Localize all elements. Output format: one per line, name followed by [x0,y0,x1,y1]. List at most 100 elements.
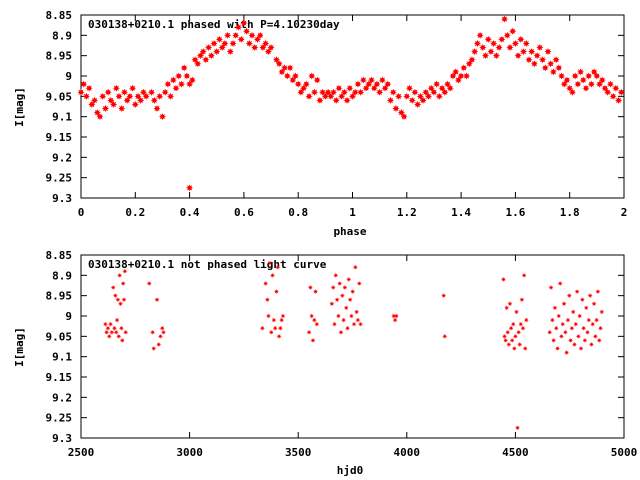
x-tick-label: 2500 [68,446,95,459]
y-tick-label: 8.95 [46,50,73,63]
data-point [511,345,517,352]
data-point [549,68,558,76]
data-point [253,35,262,43]
data-point [416,92,424,100]
data-point [186,184,194,192]
data-point [267,43,275,52]
data-point [367,76,376,84]
data-point [397,109,405,117]
data-point [601,84,609,92]
data-point [237,35,245,43]
data-point [587,293,593,299]
data-point [512,333,518,339]
data-point [333,272,339,278]
data-point [528,48,536,56]
data-point [330,284,336,291]
data-point [392,104,400,113]
data-point [509,337,515,343]
data-point [403,92,411,100]
data-point [506,43,514,52]
data-point [352,264,358,270]
x-tick-label: 2 [621,206,628,219]
data-point [259,43,267,52]
data-point [101,104,110,113]
data-point [408,96,416,104]
data-point [544,48,552,56]
data-point [596,337,602,343]
data-point [93,109,101,117]
data-point [570,309,576,315]
data-point [579,297,585,303]
data-point [286,64,294,72]
data-point [481,52,490,60]
x-tick-label: 0.6 [234,206,254,219]
plot-frame [80,14,625,199]
data-point [597,325,604,331]
data-point [454,76,462,84]
data-point [564,350,570,356]
x-tick-label: 0.2 [125,206,145,219]
data-point [297,88,305,96]
data-point [452,68,460,76]
data-point [147,88,156,96]
y-tick-label: 8.85 [46,249,73,262]
data-point [221,39,229,48]
data-point [562,329,568,335]
data-point [213,48,221,56]
data-point [158,113,167,121]
x-axis-label: hjd0 [337,464,364,477]
data-point [433,80,441,88]
data-point [476,31,484,39]
data-point [609,92,617,100]
data-point [154,297,160,303]
plot-frame [80,254,625,439]
data-point [350,289,356,295]
data-point [240,19,248,27]
data-point [435,92,443,100]
data-point [487,48,495,56]
unphased-light-curve-panel: 030138+0210.1 not phased light curve hjd… [13,249,637,477]
data-point [229,39,237,48]
data-point [109,100,118,109]
data-point [262,39,270,48]
data-point [505,329,511,335]
data-point [381,84,389,92]
data-point [281,64,289,72]
data-point [248,31,256,39]
data-point [373,80,381,88]
data-point [590,68,598,76]
data-point [517,35,525,43]
data-point [243,27,251,35]
x-axis-label: phase [333,225,366,238]
data-point [276,333,282,339]
data-point [232,31,240,39]
data-point [530,60,538,68]
x-tick-label: 4000 [394,446,421,459]
data-point [422,88,430,96]
data-point [344,325,351,331]
data-point [319,88,327,96]
x-tick-label: 1.4 [451,206,471,219]
data-point [309,313,315,319]
data-point [332,96,340,104]
data-point [116,333,122,339]
data-point [283,72,291,80]
data-point [513,309,520,315]
data-point [593,72,601,80]
data-point [112,293,118,299]
data-point [263,280,269,287]
x-tick-label: 0.4 [180,206,200,219]
data-point [113,329,119,335]
data-point [308,72,316,80]
data-point [161,88,169,96]
data-point [338,329,344,335]
data-point [510,321,516,327]
x-tick-label: 0.8 [288,206,308,219]
data-point [592,333,598,339]
data-point [354,80,362,88]
data-point [591,301,597,307]
data-point [335,84,343,92]
data-point [449,72,457,80]
data-point [581,325,587,331]
data-point [278,68,286,76]
